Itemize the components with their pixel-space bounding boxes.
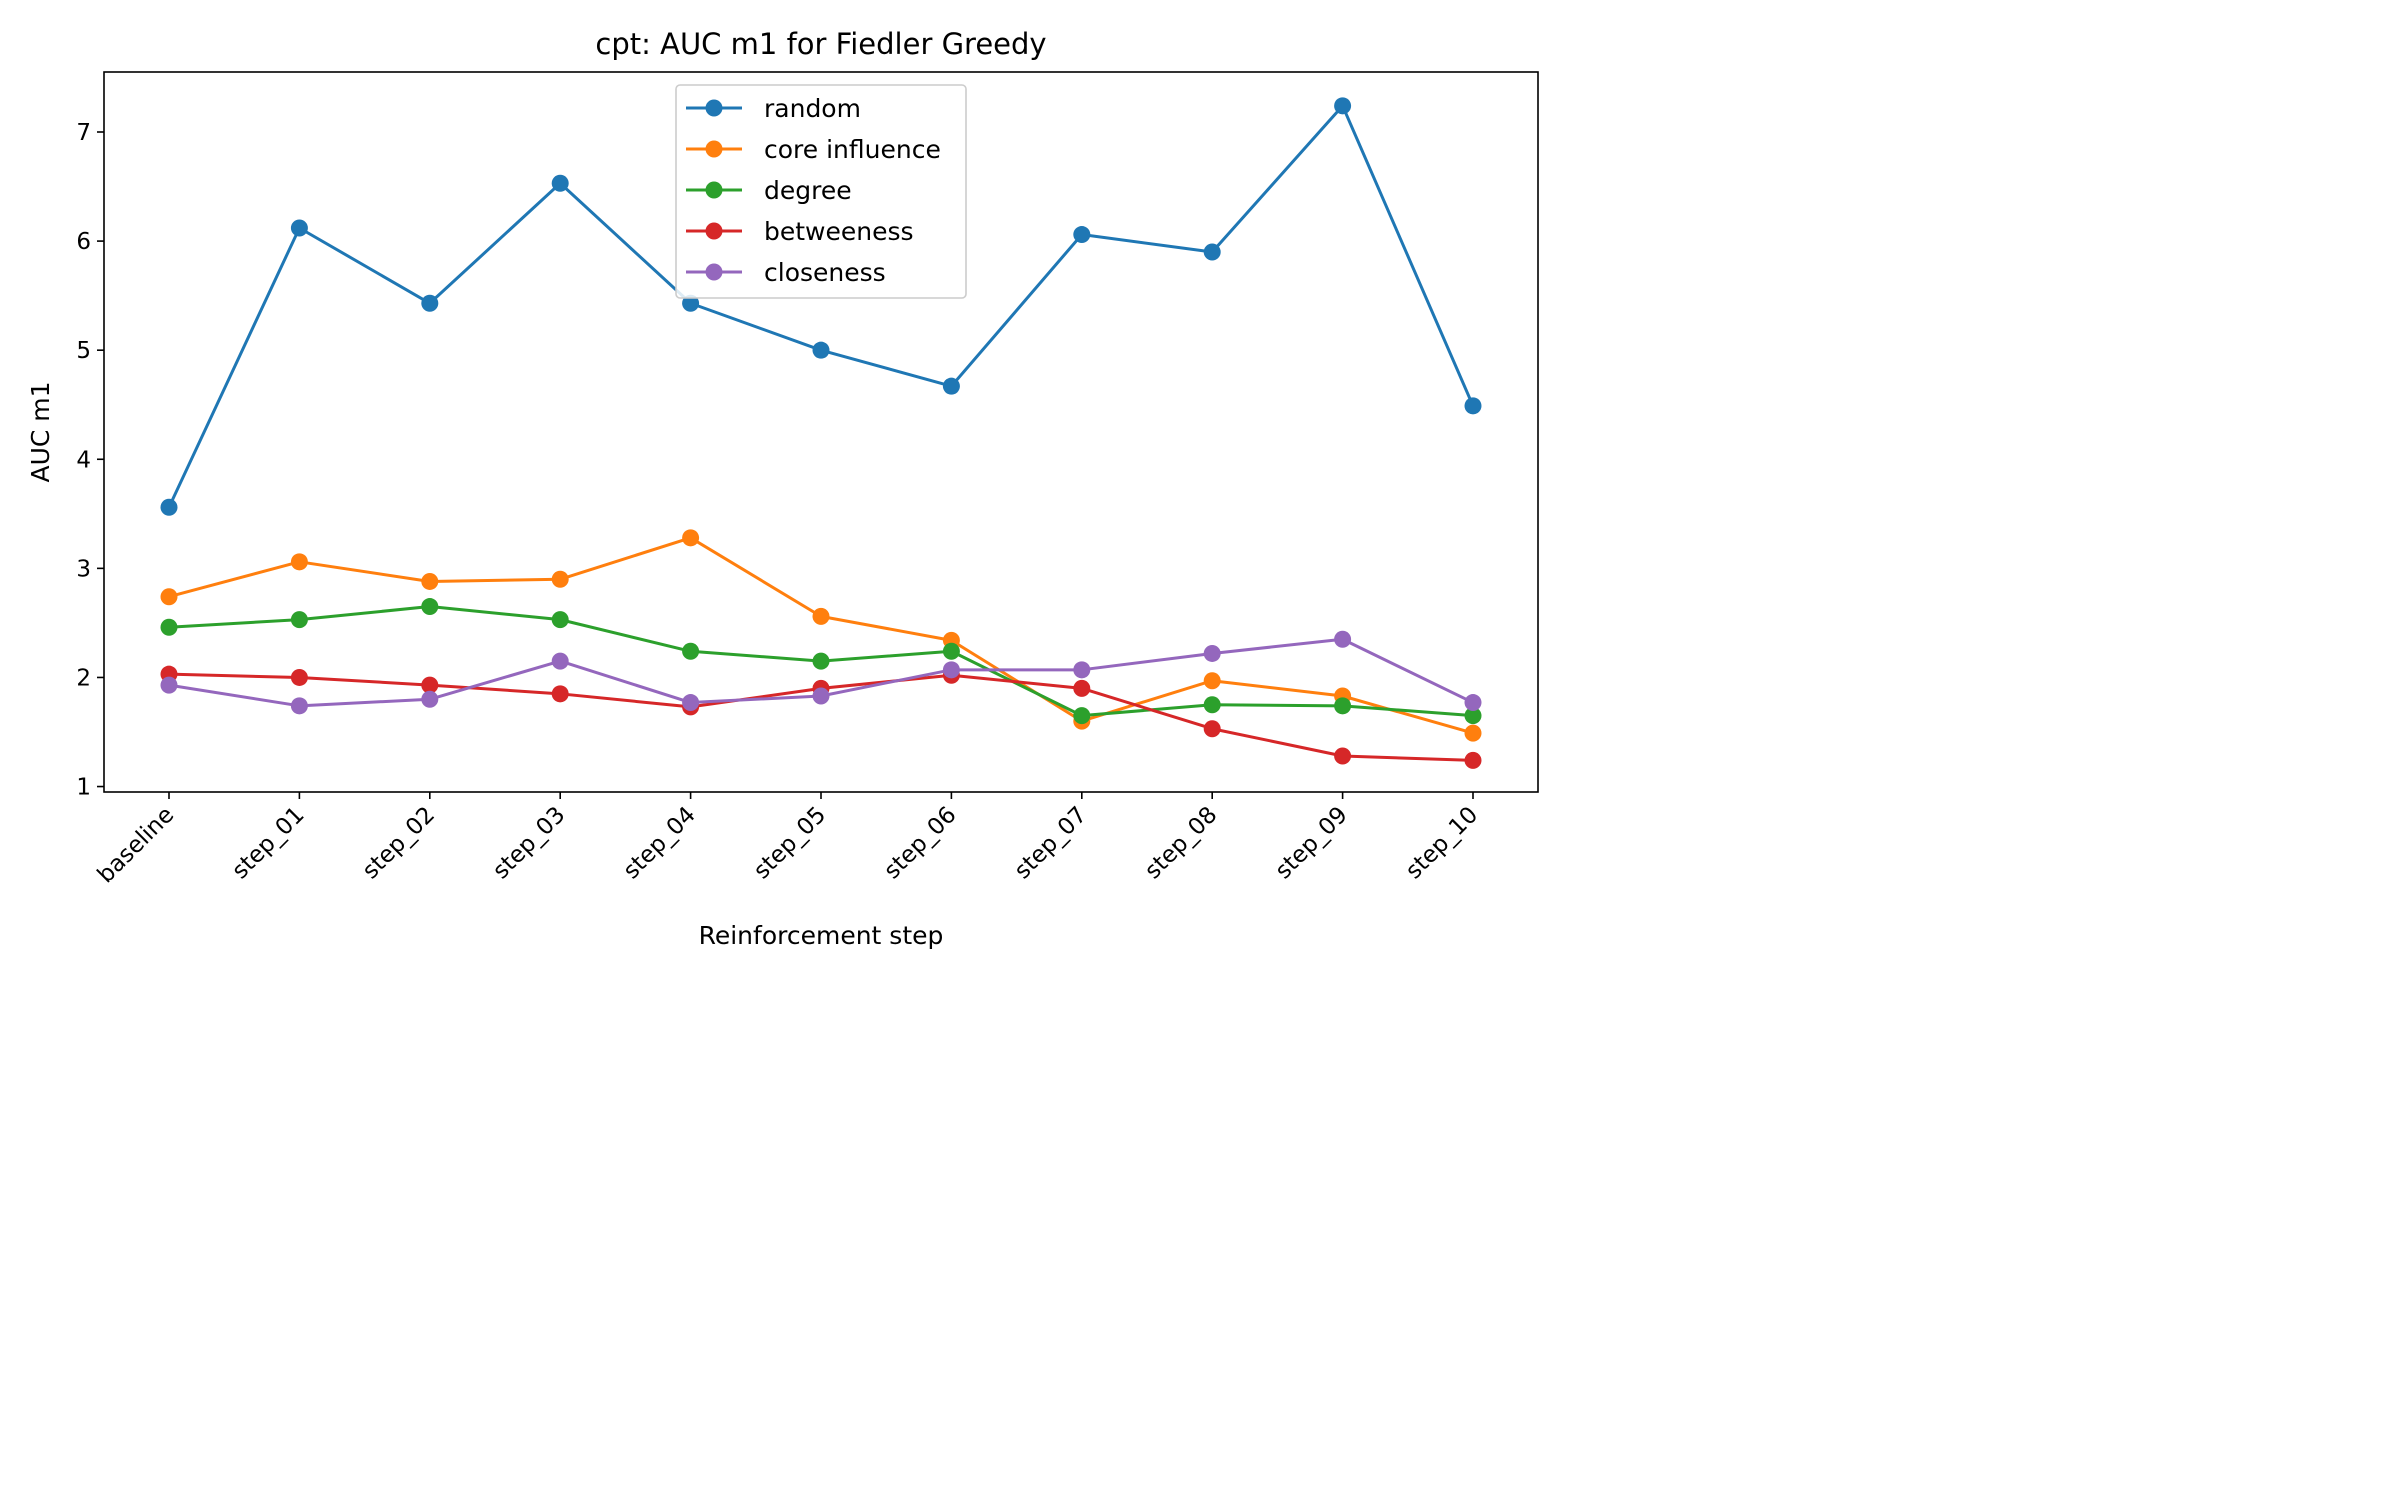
data-point-random [942,377,960,395]
data-point-random [1203,243,1221,261]
plot-frame [103,71,1539,793]
data-point-degree [1073,707,1091,725]
data-point-degree [1203,696,1221,714]
y-tick-label: 4 [76,447,91,473]
chart-title: cpt: AUC m1 for Fiedler Greedy [595,27,1046,61]
data-point-random [160,498,178,516]
legend-label-core-influence: core influence [764,135,941,164]
legend-label-random: random [764,94,861,123]
data-point-random [812,341,830,359]
data-point-betweeness [1464,751,1482,769]
data-point-degree [421,598,439,616]
legend-label-closeness: closeness [764,258,886,287]
data-point-random [421,294,439,312]
data-point-core-influence [812,607,830,625]
legend: random core influence degree betweeness clos… [675,84,967,299]
y-tick-label: 3 [76,556,91,582]
data-point-degree [551,611,569,629]
data-point-random [551,174,569,192]
data-point-degree [812,652,830,670]
data-point-random [290,219,308,237]
data-point-random [1464,397,1482,415]
data-point-closeness [1334,630,1352,648]
data-point-degree [290,611,308,629]
legend-marker-degree [705,181,723,199]
data-point-core-influence [290,553,308,571]
data-point-core-influence [421,572,439,590]
data-point-degree [682,642,700,660]
legend-label-degree: degree [764,176,852,205]
data-point-core-influence [682,529,700,547]
data-point-random [1073,226,1091,244]
legend-marker-random [705,99,723,117]
data-point-random [682,294,700,312]
legend-marker-core-influence [705,140,723,158]
data-point-degree [1464,707,1482,725]
legend-label-betweeness: betweeness [764,217,914,246]
legend-box [675,84,967,299]
data-point-closeness [421,690,439,708]
y-tick-label: 5 [76,338,91,364]
data-point-closeness [682,694,700,712]
data-point-degree [942,642,960,660]
data-point-degree [1334,697,1352,715]
data-point-closeness [290,697,308,715]
data-point-core-influence [1464,724,1482,742]
y-tick-label: 7 [76,120,91,146]
data-point-core-influence [551,570,569,588]
data-point-betweeness [1334,747,1352,765]
data-point-closeness [812,687,830,705]
y-tick-label: 6 [76,229,91,255]
legend-marker-closeness [705,263,723,281]
data-point-closeness [1203,644,1221,662]
data-point-random [1334,97,1352,115]
data-point-closeness [1073,661,1091,679]
data-point-betweeness [1203,720,1221,738]
y-tick-label: 2 [76,665,91,691]
data-point-closeness [942,661,960,679]
data-point-closeness [551,652,569,670]
legend-marker-betweeness [705,222,723,240]
data-point-core-influence [160,588,178,606]
x-axis-label: Reinforcement step [699,921,944,950]
data-point-betweeness [290,668,308,686]
y-tick-label: 1 [76,775,91,801]
data-point-betweeness [551,685,569,703]
y-axis-label: AUC m1 [26,381,55,482]
line-chart: cpt: AUC m1 for Fiedler Greedy 1234567ba… [0,0,1560,975]
data-point-closeness [1464,694,1482,712]
data-point-closeness [160,676,178,694]
data-point-betweeness [1073,679,1091,697]
data-point-betweeness [421,676,439,694]
data-point-core-influence [1203,672,1221,690]
data-point-degree [160,618,178,636]
